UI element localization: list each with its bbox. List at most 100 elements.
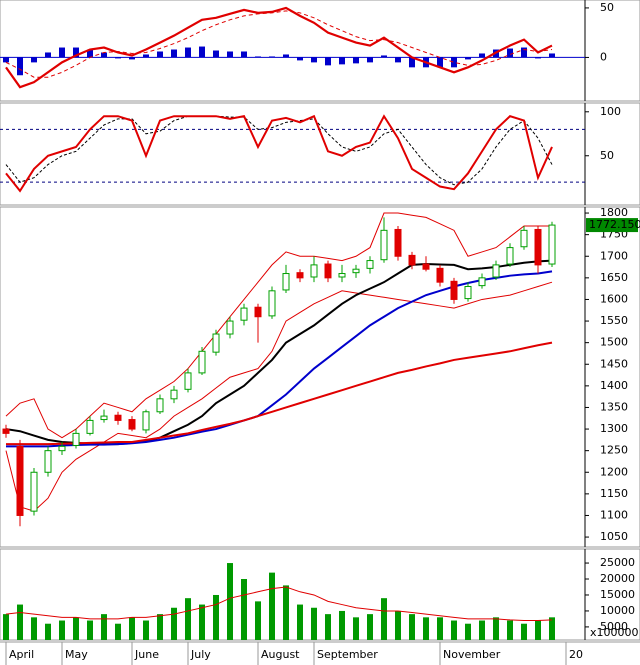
y-tick-label: 1150 (600, 487, 628, 500)
volume-bar (465, 623, 471, 640)
histogram-bar (59, 47, 65, 58)
histogram-bar (395, 57, 401, 63)
histogram-bar (549, 53, 555, 58)
candle-body (254, 306, 262, 318)
line (6, 270, 553, 448)
histogram-bar (367, 57, 373, 63)
volume-bar (115, 623, 121, 640)
candle-body (226, 320, 234, 335)
histogram-bar (255, 56, 261, 58)
candle-body (86, 419, 94, 434)
y-tick-label: 25000 (600, 556, 635, 569)
volume-bar (423, 617, 429, 640)
histogram-bar (199, 46, 205, 58)
candle-body (184, 372, 192, 390)
candle-body (380, 229, 388, 261)
y-tick-label: 1050 (600, 530, 628, 543)
y-tick-label: 50 (600, 1, 614, 14)
last-price-box (586, 218, 638, 233)
histogram-bar (73, 47, 79, 58)
histogram-bar (3, 57, 9, 63)
x-tick-label: September (317, 648, 378, 661)
volume-bar (101, 614, 107, 640)
histogram-bar (143, 54, 149, 58)
histogram-bar (339, 57, 345, 65)
histogram-bar (87, 49, 93, 58)
x-tick-label: May (65, 648, 88, 661)
volume-bar (535, 620, 541, 640)
candle-body (394, 228, 402, 257)
volume-bar (255, 601, 261, 640)
candle-body (212, 333, 220, 353)
volume-bar (353, 617, 359, 640)
line (5, 6, 553, 89)
candle-body (2, 428, 10, 434)
candle-body (520, 229, 528, 248)
volume-bar (395, 610, 401, 640)
histogram-bar (409, 57, 415, 68)
y-tick-label: 1450 (600, 357, 628, 370)
candle-body (156, 398, 164, 413)
unit-label: x100000 (590, 626, 639, 639)
histogram-bar (479, 53, 485, 58)
y-tick-label: 1500 (600, 336, 628, 349)
candle-body (422, 263, 430, 270)
volume-bar (521, 623, 527, 640)
histogram-bar (227, 51, 233, 58)
histogram-bar (283, 54, 289, 58)
candle-body (534, 228, 542, 266)
line (5, 114, 553, 193)
histogram-bar (311, 57, 317, 63)
panel-frame (0, 548, 640, 641)
y-tick-label: 50 (600, 149, 614, 162)
histogram-bar (521, 47, 527, 58)
volume-bar (3, 614, 9, 640)
volume-bar (451, 620, 457, 640)
volume-bar (31, 617, 37, 640)
histogram-bar (213, 50, 219, 58)
y-tick-label: 1200 (600, 465, 628, 478)
volume-bar (479, 620, 485, 640)
candle-body (240, 307, 248, 321)
histogram-bar (507, 48, 513, 58)
candle-body (408, 254, 416, 266)
y-tick-label: 1350 (600, 400, 628, 413)
candle-body (198, 350, 206, 374)
volume-bar (339, 610, 345, 640)
histogram-bar (381, 55, 387, 58)
line (5, 281, 553, 512)
x-tick-label: November (443, 648, 501, 661)
candle-body (268, 290, 276, 317)
candle-body (100, 415, 108, 421)
candle-body (44, 450, 52, 473)
volume-bar (171, 607, 177, 640)
y-tick-label: 1650 (600, 271, 628, 284)
volume-bar (297, 604, 303, 640)
histogram-bar (31, 57, 37, 63)
volume-bar (73, 617, 79, 640)
y-tick-label: 1300 (600, 422, 628, 435)
volume-bar (45, 623, 51, 640)
histogram-bar (437, 57, 443, 68)
histogram-bar (465, 57, 471, 60)
y-tick-label: 1600 (600, 292, 628, 305)
candle-body (30, 471, 38, 512)
volume-bar (549, 617, 555, 640)
y-tick-label: 1100 (600, 508, 628, 521)
histogram-bar (241, 51, 247, 58)
volume-bar (507, 620, 513, 640)
candle-body (338, 273, 346, 278)
panel-frame (0, 206, 640, 548)
line (5, 586, 553, 622)
candle-body (114, 414, 122, 421)
histogram-bar (101, 52, 107, 58)
panel-frame (0, 0, 640, 102)
histogram-bar (297, 57, 303, 61)
histogram-bar (115, 57, 121, 59)
histogram-bar (17, 57, 23, 76)
candle-body (310, 264, 318, 278)
panel-frame (0, 102, 640, 206)
volume-bar (143, 620, 149, 640)
volume-bar (241, 579, 247, 640)
